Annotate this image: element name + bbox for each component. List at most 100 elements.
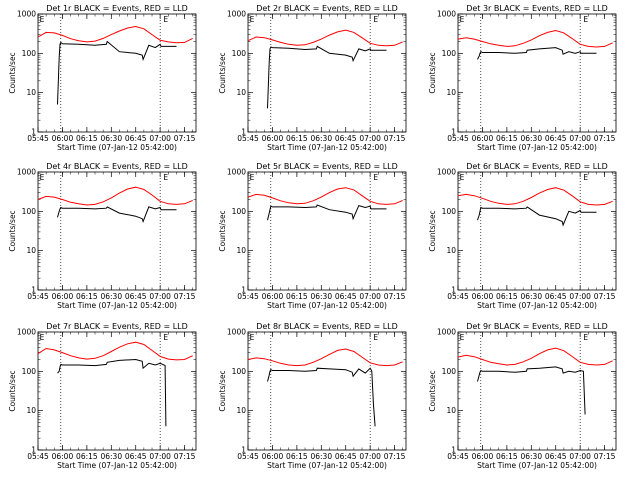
x-tick-label: 06:45 <box>545 452 567 461</box>
y-axis-label: Counts/sec <box>428 210 437 251</box>
lld-series-line <box>37 25 193 44</box>
plot-frame <box>247 13 407 133</box>
y-tick-label: 10 <box>236 406 246 415</box>
plot-frame <box>37 171 197 291</box>
e-marker-label: E <box>40 333 45 342</box>
x-axis-label: Start Time (07-Jan-12 05:42:00) <box>477 301 597 310</box>
x-tick-label: 06:00 <box>262 292 284 301</box>
panel-det-4r: Det 4r BLACK = Events, RED = LLD 1 10 100 10… <box>8 162 197 310</box>
y-axis-label: Counts/sec <box>428 52 437 93</box>
x-tick-label: 05:45 <box>447 452 469 461</box>
y-tick-label: 1000 <box>437 328 456 337</box>
y-tick-label: 1 <box>31 286 36 295</box>
e-marker-label: E <box>373 15 378 24</box>
x-tick-label: 07:00 <box>359 452 381 461</box>
lld-series-line <box>37 341 193 361</box>
panel-det-3r: Det 3r BLACK = Events, RED = LLD 1 10 100 10… <box>428 4 617 152</box>
panel-title: Det 9r BLACK = Events, RED = LLD <box>466 322 608 331</box>
y-tick-label: 100 <box>442 49 457 58</box>
lld-series-line <box>457 347 613 366</box>
y-tick-label: 1 <box>451 286 456 295</box>
panel-title: Det 3r BLACK = Events, RED = LLD <box>466 4 608 13</box>
x-tick-label: 06:15 <box>496 452 518 461</box>
x-tick-label: 06:45 <box>125 292 147 301</box>
y-tick-label: 1000 <box>437 168 456 177</box>
x-tick-label: 06:15 <box>76 452 98 461</box>
panel-det-1r: Det 1r BLACK = Events, RED = LLD 1 10 100 10… <box>8 4 197 152</box>
panel-title: Det 1r BLACK = Events, RED = LLD <box>46 4 188 13</box>
plot-frame <box>457 171 617 291</box>
x-tick-label: 06:00 <box>472 292 494 301</box>
x-tick-label: 06:15 <box>286 134 308 143</box>
x-tick-label: 07:15 <box>384 292 406 301</box>
e-marker-label: E <box>460 173 465 182</box>
x-tick-label: 07:00 <box>149 134 171 143</box>
x-tick-label: 06:15 <box>496 134 518 143</box>
y-tick-label: 100 <box>232 49 247 58</box>
x-tick-label: 06:15 <box>286 452 308 461</box>
y-tick-label: 1000 <box>227 328 246 337</box>
lld-series-line <box>247 187 403 205</box>
x-tick-label: 07:15 <box>174 134 196 143</box>
x-tick-label: 06:30 <box>100 134 122 143</box>
y-axis-label: Counts/sec <box>8 52 17 93</box>
events-series-line <box>477 366 586 415</box>
x-tick-label: 06:45 <box>125 134 147 143</box>
y-tick-label: 10 <box>26 88 36 97</box>
lld-series-line <box>457 187 613 206</box>
y-tick-label: 1000 <box>437 10 456 19</box>
e-marker-label: E <box>583 173 588 182</box>
events-series-line <box>267 45 387 109</box>
lld-series-line <box>247 348 403 367</box>
x-tick-label: 05:45 <box>447 134 469 143</box>
y-axis-label: Counts/sec <box>8 370 17 411</box>
x-tick-label: 06:00 <box>472 452 494 461</box>
y-tick-label: 1 <box>241 446 246 455</box>
x-tick-label: 07:00 <box>359 292 381 301</box>
x-tick-label: 06:15 <box>286 292 308 301</box>
panel-det-5r: Det 5r BLACK = Events, RED = LLD 1 10 100 10… <box>218 162 407 310</box>
y-tick-label: 10 <box>446 406 456 415</box>
x-tick-label: 07:00 <box>149 292 171 301</box>
panel-det-6r: Det 6r BLACK = Events, RED = LLD 1 10 100 10… <box>428 162 617 310</box>
x-axis-label: Start Time (07-Jan-12 05:42:00) <box>57 301 177 310</box>
x-tick-label: 06:45 <box>335 292 357 301</box>
y-tick-label: 10 <box>26 406 36 415</box>
x-tick-label: 05:45 <box>237 292 259 301</box>
e-marker-label: E <box>40 15 45 24</box>
x-tick-label: 06:45 <box>335 452 357 461</box>
x-tick-label: 07:15 <box>594 452 616 461</box>
e-marker-label: E <box>460 15 465 24</box>
y-tick-label: 1 <box>241 128 246 137</box>
x-tick-label: 07:00 <box>569 292 591 301</box>
x-tick-label: 06:30 <box>100 452 122 461</box>
y-tick-label: 100 <box>442 207 457 216</box>
y-axis-label: Counts/sec <box>8 210 17 251</box>
lld-series-line <box>457 29 613 48</box>
x-axis-label: Start Time (07-Jan-12 05:42:00) <box>267 143 387 152</box>
plot-frame <box>37 331 197 451</box>
y-tick-label: 1000 <box>17 328 36 337</box>
y-tick-label: 10 <box>446 88 456 97</box>
plot-frame <box>247 331 407 451</box>
y-tick-label: 100 <box>442 367 457 376</box>
y-tick-label: 1 <box>31 128 36 137</box>
panel-det-9r: Det 9r BLACK = Events, RED = LLD 1 10 100 10… <box>428 322 617 470</box>
events-series-line <box>57 358 167 427</box>
x-tick-label: 06:30 <box>310 452 332 461</box>
x-tick-label: 06:30 <box>520 292 542 301</box>
y-tick-label: 10 <box>236 246 246 255</box>
e-marker-label: E <box>460 333 465 342</box>
x-tick-label: 07:00 <box>569 134 591 143</box>
e-marker-label: E <box>583 333 588 342</box>
y-tick-label: 1 <box>31 446 36 455</box>
x-axis-label: Start Time (07-Jan-12 05:42:00) <box>477 143 597 152</box>
e-marker-label: E <box>250 333 255 342</box>
panel-title: Det 8r BLACK = Events, RED = LLD <box>256 322 398 331</box>
x-tick-label: 07:15 <box>594 292 616 301</box>
x-tick-label: 06:00 <box>262 134 284 143</box>
x-tick-label: 07:00 <box>359 134 381 143</box>
events-series-line <box>57 40 177 105</box>
x-tick-label: 06:45 <box>545 292 567 301</box>
